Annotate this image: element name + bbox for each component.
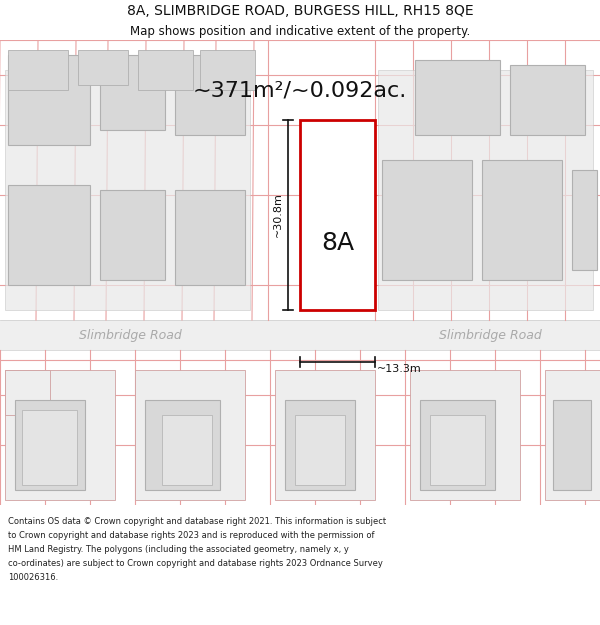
Bar: [430, 415, 485, 485]
Bar: [175, 55, 245, 135]
Bar: [415, 60, 500, 135]
Bar: [275, 370, 375, 500]
Bar: [0, 320, 600, 350]
Text: Contains OS data © Crown copyright and database right 2021. This information is : Contains OS data © Crown copyright and d…: [8, 517, 386, 526]
Bar: [162, 415, 212, 485]
Bar: [553, 400, 591, 490]
Bar: [382, 160, 472, 280]
Bar: [8, 50, 68, 90]
Bar: [420, 400, 495, 490]
Bar: [22, 410, 77, 485]
Bar: [8, 55, 90, 145]
Bar: [510, 65, 585, 135]
Text: Map shows position and indicative extent of the property.: Map shows position and indicative extent…: [130, 25, 470, 38]
Text: 8A: 8A: [321, 231, 354, 256]
Text: co-ordinates) are subject to Crown copyright and database rights 2023 Ordnance S: co-ordinates) are subject to Crown copyr…: [8, 559, 383, 568]
Bar: [175, 190, 245, 285]
Bar: [8, 185, 90, 285]
Bar: [5, 70, 250, 310]
Bar: [285, 400, 355, 490]
Bar: [295, 415, 345, 485]
Bar: [300, 120, 375, 310]
Bar: [78, 50, 128, 85]
Text: Slimbridge Road: Slimbridge Road: [79, 329, 181, 341]
Bar: [145, 400, 220, 490]
Text: to Crown copyright and database rights 2023 and is reproduced with the permissio: to Crown copyright and database rights 2…: [8, 531, 374, 540]
Text: ~13.3m: ~13.3m: [377, 364, 422, 374]
Text: 100026316.: 100026316.: [8, 573, 58, 582]
Text: Slimbridge Road: Slimbridge Road: [439, 329, 541, 341]
Bar: [135, 370, 245, 500]
Text: 8A, SLIMBRIDGE ROAD, BURGESS HILL, RH15 8QE: 8A, SLIMBRIDGE ROAD, BURGESS HILL, RH15 …: [127, 4, 473, 18]
Bar: [410, 370, 520, 500]
Bar: [378, 70, 593, 310]
Bar: [200, 50, 255, 90]
Text: ~371m²/~0.092ac.: ~371m²/~0.092ac.: [193, 80, 407, 100]
Bar: [5, 370, 115, 500]
Bar: [100, 55, 165, 130]
Bar: [572, 170, 597, 270]
Bar: [482, 160, 562, 280]
Text: ~30.8m: ~30.8m: [273, 192, 283, 238]
Bar: [15, 400, 85, 490]
Bar: [545, 370, 600, 500]
Bar: [100, 190, 165, 280]
Bar: [5, 370, 50, 415]
Bar: [138, 50, 193, 90]
Text: HM Land Registry. The polygons (including the associated geometry, namely x, y: HM Land Registry. The polygons (includin…: [8, 545, 349, 554]
